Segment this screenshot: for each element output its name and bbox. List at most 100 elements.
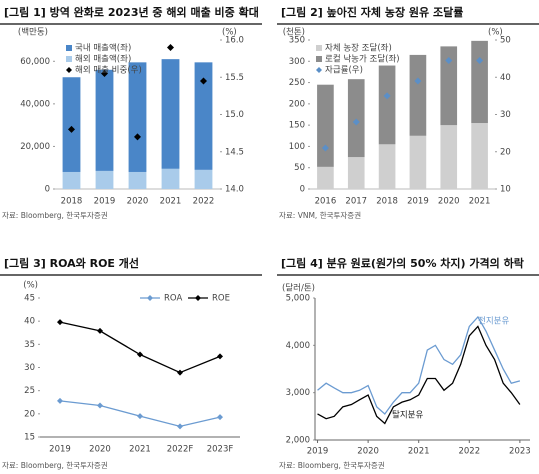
y-tick-label: 3,000 <box>286 388 310 398</box>
x-tick-label: 2018 <box>376 197 398 207</box>
y-tick-label: 40,000 <box>20 99 50 109</box>
bar <box>471 40 488 124</box>
marker <box>200 77 207 85</box>
legend-label: ROE <box>212 294 230 304</box>
y-tick-label: 15 <box>24 433 35 443</box>
marker <box>167 43 174 51</box>
y-tick-label: 200 <box>289 99 305 109</box>
chart-title: [그림 2] 높아진 자체 농장 원유 조달률 <box>281 5 463 19</box>
marker <box>101 70 108 78</box>
legend-label: 해외 매출액(좌) <box>75 54 131 65</box>
legend-label: 전지분유 <box>478 316 509 327</box>
x-tick-label: 2019 <box>407 197 429 207</box>
x-tick-label: 2021 <box>129 445 151 455</box>
y2-tick-label: 15.0 <box>225 110 244 120</box>
y2-tick-label: 16.0 <box>225 36 244 46</box>
marker <box>97 327 103 334</box>
y-tick-label: 0 <box>300 185 305 195</box>
x-tick-label: 2021 <box>469 197 491 207</box>
x-tick-label: 2017 <box>345 197 367 207</box>
y-tick-label: 40 <box>24 317 35 327</box>
x-tick-label: 2020 <box>438 197 460 207</box>
marker <box>476 56 484 64</box>
legend-label: 로컬 낙농가 조달(좌) <box>325 54 400 65</box>
x-tick-label: 2019 <box>94 197 116 207</box>
y2-axis-label: (%) <box>488 28 503 38</box>
chart-title: [그림 1] 방역 완화로 2023년 중 해외 매출 비중 확대 <box>4 5 259 19</box>
x-tick-label: 2019 <box>307 447 329 457</box>
bar <box>347 79 365 158</box>
marker <box>445 56 453 64</box>
y-tick-label: 100 <box>289 142 305 152</box>
legend-label: 자체 농장 조달(좌) <box>325 43 392 54</box>
legend-label: 해외 매출 비중(우) <box>75 65 142 76</box>
y-axis-label: (백만동) <box>18 27 48 38</box>
y2-tick-label: 14.0 <box>225 185 244 195</box>
bar <box>440 46 458 126</box>
x-tick-label: 2022 <box>458 447 480 457</box>
y2-axis-label: (%) <box>222 28 237 38</box>
y-tick-label: 20,000 <box>20 142 50 152</box>
source: 자료: VNM, 한국투자증권 <box>279 211 361 220</box>
source: 자료: Bloomberg, 한국투자증권 <box>2 461 108 470</box>
y2-tick-label: 30 <box>500 110 511 120</box>
legend-swatch <box>316 45 322 51</box>
marker <box>414 77 422 85</box>
x-tick-label: 2022F <box>167 445 194 455</box>
legend-swatch <box>66 45 72 51</box>
x-tick-label: 2020 <box>357 447 379 457</box>
y-axis-label: (달러/톤) <box>282 283 315 294</box>
bar <box>161 59 180 169</box>
bar <box>194 62 213 170</box>
bar <box>95 69 114 171</box>
bar <box>194 169 213 189</box>
bar <box>409 54 427 136</box>
y-axis-label: (%) <box>23 281 38 291</box>
y2-tick-label: 20 <box>500 147 511 157</box>
marker <box>68 125 75 133</box>
chart-title: [그림 4] 분유 원료(원가의 50% 차지) 가격의 하락 <box>281 256 524 270</box>
series-line <box>317 325 521 425</box>
x-tick-label: 2022 <box>193 197 215 207</box>
bar <box>378 65 396 145</box>
y-tick-label: 45 <box>24 294 35 304</box>
y2-tick-label: 50 <box>500 36 511 46</box>
y-tick-label: 150 <box>289 121 305 131</box>
y2-tick-label: 15.5 <box>225 73 244 83</box>
bar <box>128 171 147 189</box>
bar <box>62 171 81 189</box>
bar <box>347 157 365 189</box>
bar <box>440 125 458 189</box>
chart-title: [그림 3] ROA와 ROE 개선 <box>4 256 139 270</box>
y-tick-label: 50 <box>294 163 305 173</box>
x-tick-label: 2016 <box>315 197 337 207</box>
marker <box>137 351 143 358</box>
bar <box>161 168 180 189</box>
bar <box>471 123 488 189</box>
legend-swatch <box>195 295 201 301</box>
marker <box>217 353 223 360</box>
marker <box>137 413 143 420</box>
x-tick-label: 2023 <box>509 447 531 457</box>
y2-tick-label: 10 <box>500 185 511 195</box>
bar <box>409 135 427 189</box>
x-tick-label: 2019 <box>49 445 71 455</box>
marker <box>352 118 360 126</box>
y-tick-label: 0 <box>45 185 50 195</box>
x-tick-label: 2018 <box>61 197 83 207</box>
marker <box>321 144 329 152</box>
marker <box>177 369 183 376</box>
x-tick-label: 2021 <box>408 447 430 457</box>
y-tick-label: 250 <box>289 78 305 88</box>
legend-swatch <box>147 295 153 301</box>
source: 자료: Bloomberg, 한국투자증권 <box>279 461 385 470</box>
y2-tick-label: 14.5 <box>225 147 244 157</box>
legend-label: 자급률(우) <box>325 66 363 76</box>
y-tick-label: 4,000 <box>286 341 310 351</box>
x-tick-label: 2023F <box>207 445 234 455</box>
legend-swatch <box>66 67 72 73</box>
y-tick-label: 30 <box>24 363 35 373</box>
y-axis-label: (천톤) <box>283 27 305 38</box>
y2-tick-label: 40 <box>500 73 511 83</box>
